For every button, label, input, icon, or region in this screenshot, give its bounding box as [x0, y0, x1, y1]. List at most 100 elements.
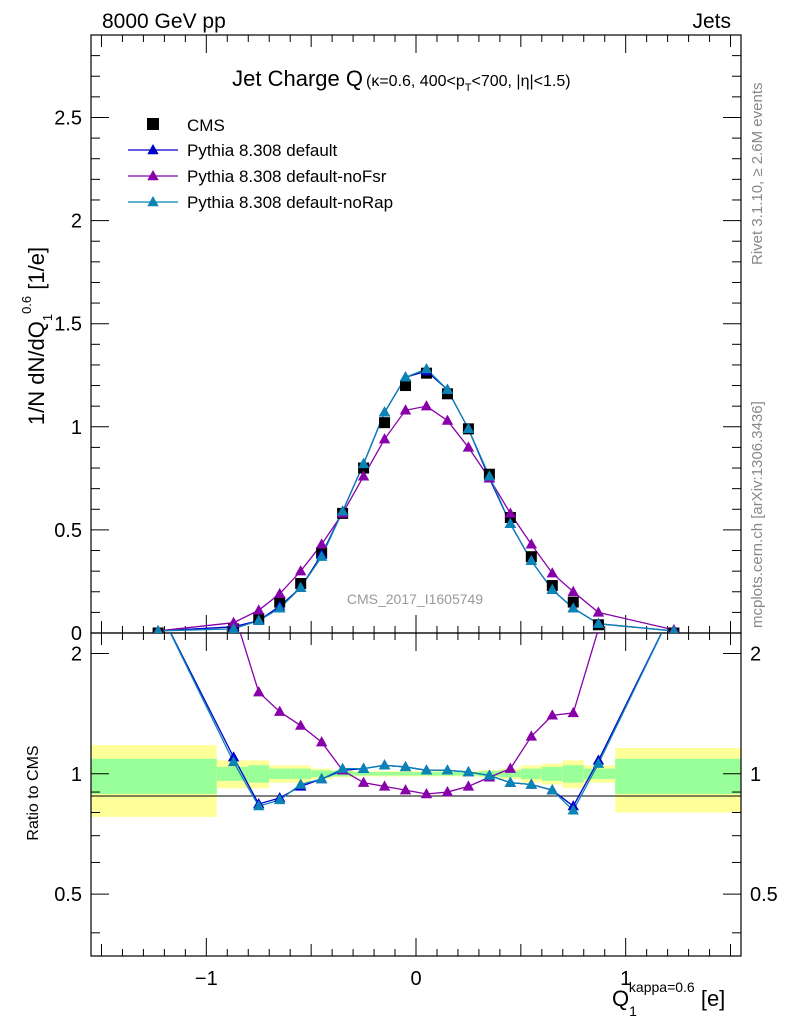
cms-data-point: [400, 380, 412, 392]
ratio-point-noRap: [567, 804, 579, 815]
ratio-point-noFsr: [152, 566, 163, 576]
main-point-noFsr: [294, 565, 307, 576]
ratio-point-noFsr: [668, 566, 679, 576]
ratio-point-noFsr: [378, 780, 391, 791]
ratio-point-noRap: [152, 602, 163, 612]
ratio-point-noFsr: [441, 786, 454, 797]
rivet-version-label: Rivet 3.1.10, ≥ 2.6M events: [749, 83, 766, 266]
main-point-noFsr: [525, 538, 538, 549]
main-point-noFsr: [357, 470, 370, 481]
chart-title-detail: (κ=0.6, 400<pT<700, |η|<1.5): [366, 73, 571, 94]
main-y-tick-label: 0: [71, 623, 82, 645]
ratio-point-noFsr: [315, 736, 328, 747]
main-point-noRap: [546, 583, 558, 594]
ratio-point-noRap: [294, 778, 307, 789]
mcplots-label: mcplots.cern.ch [arXiv:1306.3436]: [749, 401, 766, 628]
band-inner-bin: [290, 768, 312, 780]
main-point-noFsr: [420, 400, 433, 411]
ratio-point-noFsr: [399, 784, 412, 795]
legend-cms-marker: [147, 118, 159, 130]
main-point-noRap: [336, 505, 349, 516]
ratio-point-noFsr: [274, 705, 286, 716]
main-point-noFsr: [567, 585, 579, 596]
legend-label-default: Pythia 8.308 default: [187, 141, 338, 160]
main-point-noRap: [462, 422, 475, 434]
ratio-point-noRap: [546, 784, 558, 795]
ratio-point-noFsr: [592, 633, 605, 634]
main-point-noFsr: [399, 404, 412, 415]
ratio-point-noFsr: [357, 776, 370, 787]
ratio-y-tick-label-right: 1: [750, 764, 761, 786]
main-point-noFsr: [227, 616, 240, 627]
ratio-point-noFsr: [253, 686, 265, 697]
band-inner-bin: [374, 772, 396, 776]
main-point-noRap: [669, 624, 679, 633]
legend-label-noFsr: Pythia 8.308 default-noFsr: [187, 167, 387, 186]
main-point-noRap: [399, 371, 412, 382]
main-y-axis-label: 1/N dN/dQ10.6 [1/e]: [19, 247, 55, 425]
ratio-point-noRap: [668, 602, 679, 612]
analysis-watermark: CMS_2017_I1605749: [347, 591, 483, 607]
main-point-noRap: [274, 602, 286, 613]
ratio-y-tick-label: 2: [71, 643, 82, 665]
x-tick-label: −1: [195, 968, 218, 990]
main-point-noRap: [227, 622, 240, 633]
main-point-noRap: [253, 614, 265, 625]
ratio-y-tick-label: 1: [71, 764, 82, 786]
main-series-points: [152, 363, 680, 633]
main-point-noRap: [153, 624, 163, 633]
main-point-noRap: [315, 550, 328, 561]
ratio-point-noFsr: [504, 762, 517, 773]
band-inner-bin: [583, 768, 616, 780]
band-inner-bin: [91, 758, 217, 794]
ratio-series-points: [152, 566, 679, 815]
chart-title-main: Jet Charge Q: [232, 66, 363, 91]
ratio-point-noRap: [504, 776, 517, 787]
x-tick-label: 1: [620, 968, 631, 990]
main-y-tick-label: 1.5: [54, 314, 82, 336]
main-y-tick-label: 2: [71, 211, 82, 233]
main-point-noFsr: [315, 538, 328, 549]
cms-data-point: [379, 417, 391, 429]
band-inner-bin: [562, 765, 584, 783]
main-point-noRap: [441, 383, 454, 394]
ratio-point-noRap: [315, 773, 328, 784]
legend: CMS Pythia 8.308 default Pythia 8.308 defa…: [128, 116, 393, 212]
band-inner-bin: [541, 766, 563, 781]
main-point-noRap: [378, 406, 391, 417]
ratio-point-noRap: [253, 800, 265, 811]
axis-tick-labels: −1 0 1 0 0.5 1 1.5 2 2.5 0.5 0.5 1 1 2 2: [54, 107, 778, 990]
ratio-point-noRap: [227, 756, 240, 767]
main-point-noFsr: [504, 507, 517, 518]
ratio-point-noRap: [274, 793, 286, 805]
main-point-noRap: [567, 602, 579, 613]
main-point-noRap: [525, 554, 538, 566]
legend-marker-default: [147, 144, 159, 155]
ratio-point-noRap: [441, 764, 454, 775]
main-point-noRap: [483, 470, 496, 481]
main-point-noRap: [420, 363, 433, 374]
main-point-noFsr: [378, 433, 391, 444]
ratio-y-axis-label: Ratio to CMS: [25, 745, 42, 840]
ratio-point-noRap: [462, 766, 475, 777]
main-point-noRap: [294, 581, 307, 592]
main-point-noFsr: [441, 414, 454, 425]
legend-marker-noFsr: [147, 170, 159, 181]
ratio-point-default: [152, 602, 163, 612]
main-line-noFsr: [158, 405, 675, 632]
band-inner-bin: [395, 772, 416, 776]
main-point-noRap: [357, 457, 370, 469]
ratio-point-noFsr: [420, 787, 433, 799]
main-point-noFsr: [253, 604, 265, 615]
ratio-y-tick-label-right: 0.5: [750, 884, 778, 906]
ratio-point-noFsr: [525, 730, 538, 741]
band-inner-bin: [353, 772, 375, 776]
main-point-noFsr: [546, 567, 558, 578]
band-inner-bin: [269, 768, 291, 780]
axis-ticks: [91, 34, 741, 956]
ratio-point-noRap: [483, 769, 496, 780]
ratio-point-noRap: [420, 764, 433, 775]
main-point-noRap: [592, 617, 605, 628]
ratio-point-noRap: [592, 757, 605, 768]
